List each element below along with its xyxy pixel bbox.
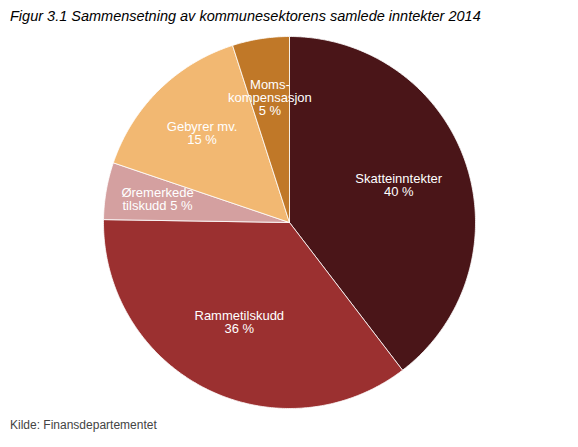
svg-text:Øremerkedetilskudd 5 %: Øremerkedetilskudd 5 %: [121, 185, 193, 213]
svg-text:Skatteinntekter40 %: Skatteinntekter40 %: [355, 171, 442, 199]
svg-text:Rammetilskudd36 %: Rammetilskudd36 %: [195, 308, 285, 336]
html-text:Kilde: Finansdepartementet: Kilde: Finansdepartementet: [10, 418, 157, 432]
html-text:Figur 3.1 Sammensetning av kom: Figur 3.1 Sammensetning av kommunesektor…: [10, 8, 481, 24]
svg-text:Moms-kompensasjon5 %: Moms-kompensasjon5 %: [228, 77, 312, 118]
svg-text:Gebyrer mv.15 %: Gebyrer mv.15 %: [167, 119, 238, 147]
